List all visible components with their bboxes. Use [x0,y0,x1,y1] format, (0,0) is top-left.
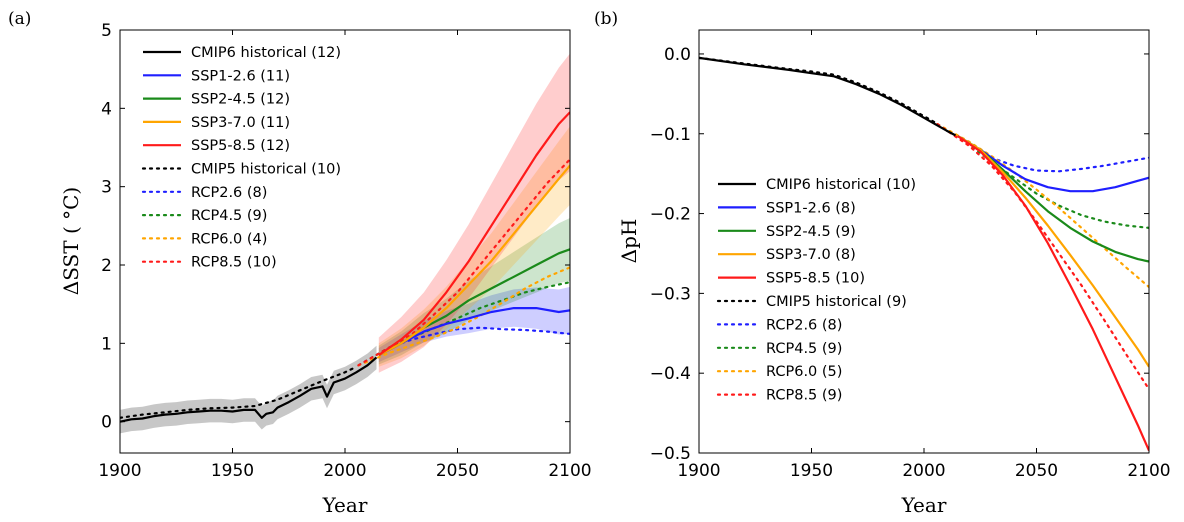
line-cmip6-historical-10 [699,56,957,137]
y-tick-label: 1 [101,334,112,354]
line-rcp8-5-9 [936,123,1149,391]
band-ssp1-2-6-11 [378,286,570,363]
x-tick-label: 2100 [548,461,591,481]
line-ssp5-8-5-12 [378,111,570,357]
x-tick-label: 2050 [436,461,479,481]
line-ssp5-8-5-10 [957,135,1149,452]
line-ssp3-7-0-8 [957,135,1149,368]
x-axis-label: Year [901,493,947,517]
y-tick-label: −0.1 [650,125,691,145]
legend-label: SSP1-2.6 (11) [191,68,290,84]
legend-label: RCP2.6 (8) [766,317,842,333]
y-tick-label: 5 [101,21,112,41]
line-ssp1-2-6-8 [957,135,1149,193]
y-tick-label: −0.4 [650,364,691,384]
y-tick-label: 3 [101,178,112,198]
x-tick-label: 1900 [677,461,720,481]
y-axis-label: ΔSST ( °C) [59,187,83,295]
line-cmip5-historical-9 [699,56,937,124]
line-cmip6-historical-12 [120,356,378,423]
y-tick-label: −0.5 [650,444,691,464]
legend-label: SSP3-7.0 (11) [191,115,290,131]
line-cmip5-historical-10 [120,365,358,419]
legend: CMIP6 historical (12) SSP1-2.6 (11) SSP2-4… [141,45,341,271]
y-axis-label: ΔpH [617,219,641,264]
line-rcp6-0-5 [936,123,1149,289]
x-tick-label: 2000 [323,461,366,481]
x-axis-label: Year [322,493,368,517]
series-lines [120,111,570,423]
legend-label: SSP3-7.0 (8) [766,247,856,263]
legend-label: SSP5-8.5 (10) [766,271,865,287]
line-rcp2-6-8 [936,123,1149,173]
x-tick-label: 1950 [211,461,254,481]
legend-label: RCP6.0 (4) [191,231,267,247]
band-ssp2-4-5-12 [378,218,570,365]
legend-label: RCP4.5 (9) [191,208,267,224]
line-ssp3-7-0-11 [378,164,570,357]
legend-label: RCP6.0 (5) [766,364,842,380]
y-tick-label: −0.3 [650,284,691,304]
panel-a: (a) 1900 1950 2000 2050 2100 0 1 2 3 4 5 CMIP6 his… [8,9,592,517]
legend-label: SSP5-8.5 (12) [191,138,290,154]
legend-label: CMIP6 historical (10) [766,177,916,193]
axis-ticks: 1900 1950 2000 2050 2100 0.0 −0.1 −0.2 −0.3 −0.4 −… [650,30,1171,481]
legend-label: RCP4.5 (9) [766,341,842,357]
uncertainty-bands [120,53,570,434]
legend-label: CMIP5 historical (10) [191,162,341,178]
x-tick-label: 2050 [1015,461,1058,481]
x-tick-label: 1950 [790,461,833,481]
line-rcp6-0-4 [357,266,570,367]
legend-label: SSP2-4.5 (9) [766,224,856,240]
series-lines [699,56,1149,452]
axis-ticks: 1900 1950 2000 2050 2100 0 1 2 3 4 5 [98,21,591,481]
y-tick-label: 4 [101,99,112,119]
x-tick-label: 2100 [1127,461,1170,481]
x-tick-label: 1900 [98,461,141,481]
y-tick-label: 2 [101,256,112,276]
legend-label: RCP2.6 (8) [191,185,267,201]
y-tick-label: −0.2 [650,205,691,225]
y-tick-label: 0 [101,413,112,433]
y-tick-label: 0.0 [664,45,691,65]
line-rcp4-5-9 [936,123,1149,229]
panel-b: (b) 1900 1950 2000 2050 2100 0.0 −0.1 −0.2 −0.3 −… [594,9,1171,517]
legend-label: RCP8.5 (10) [191,255,277,271]
legend-label: CMIP5 historical (9) [766,294,907,310]
band-ssp5-8-5-12 [378,53,570,373]
panel-label-b: (b) [594,9,618,29]
x-tick-label: 2000 [902,461,945,481]
legend-label: SSP2-4.5 (12) [191,92,290,108]
legend-label: CMIP6 historical (12) [191,45,341,61]
line-ssp1-2-6-11 [378,307,570,357]
band-ssp3-7-0-11 [378,126,570,367]
legend: CMIP6 historical (10) SSP1-2.6 (8) SSP2-4.… [716,177,916,404]
legend-label: RCP8.5 (9) [766,388,842,404]
panel-label-a: (a) [8,9,31,29]
legend-label: SSP1-2.6 (8) [766,200,856,216]
band-cmip6-historical-12 [120,345,377,434]
